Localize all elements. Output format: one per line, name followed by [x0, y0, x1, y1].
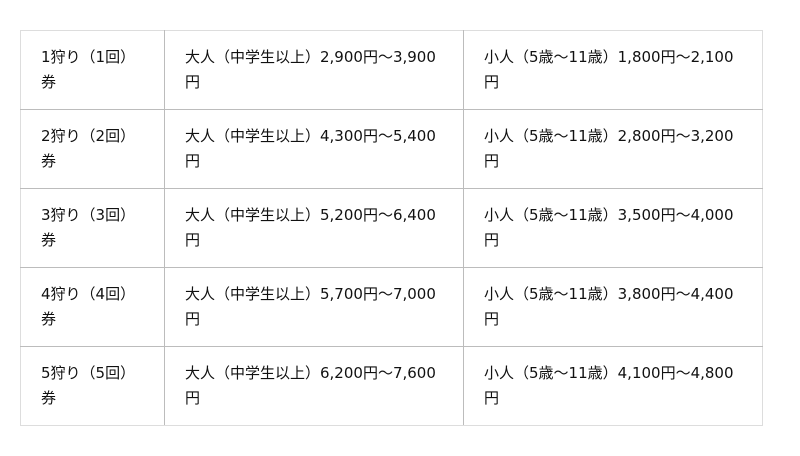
child-price-text: 小人（5歳～11歳）2,800円～3,200円	[484, 127, 734, 170]
adult-price-text: 大人（中学生以上）5,200円～6,400円	[185, 206, 436, 249]
ticket-type-cell: 5狩り（5回）券	[20, 346, 165, 426]
table-row: 2狩り（2回）券 大人（中学生以上）4,300円～5,400円 小人（5歳～11歳）…	[20, 109, 763, 189]
table-row: 1狩り（1回）券 大人（中学生以上）2,900円～3,900円 小人（5歳～11歳）…	[20, 30, 763, 110]
adult-price-cell: 大人（中学生以上）6,200円～7,600円	[164, 346, 464, 426]
child-price-text: 小人（5歳～11歳）1,800円～2,100円	[484, 48, 734, 91]
adult-price-cell: 大人（中学生以上）5,700円～7,000円	[164, 267, 464, 347]
ticket-type-text: 3狩り（3回）券	[41, 206, 136, 249]
child-price-text: 小人（5歳～11歳）3,500円～4,000円	[484, 206, 734, 249]
ticket-type-text: 4狩り（4回）券	[41, 285, 136, 328]
ticket-type-cell: 2狩り（2回）券	[20, 109, 165, 189]
adult-price-text: 大人（中学生以上）6,200円～7,600円	[185, 364, 436, 407]
child-price-cell: 小人（5歳～11歳）4,100円～4,800円	[463, 346, 763, 426]
child-price-cell: 小人（5歳～11歳）1,800円～2,100円	[463, 30, 763, 110]
child-price-cell: 小人（5歳～11歳）3,800円～4,400円	[463, 267, 763, 347]
ticket-type-cell: 1狩り（1回）券	[20, 30, 165, 110]
adult-price-text: 大人（中学生以上）2,900円～3,900円	[185, 48, 436, 91]
table-row: 5狩り（5回）券 大人（中学生以上）6,200円～7,600円 小人（5歳～11歳）…	[20, 346, 763, 426]
table-row: 3狩り（3回）券 大人（中学生以上）5,200円～6,400円 小人（5歳～11歳）…	[20, 188, 763, 268]
adult-price-cell: 大人（中学生以上）5,200円～6,400円	[164, 188, 464, 268]
ticket-type-cell: 3狩り（3回）券	[20, 188, 165, 268]
adult-price-cell: 大人（中学生以上）2,900円～3,900円	[164, 30, 464, 110]
adult-price-text: 大人（中学生以上）5,700円～7,000円	[185, 285, 436, 328]
price-table: 1狩り（1回）券 大人（中学生以上）2,900円～3,900円 小人（5歳～11歳）…	[20, 30, 763, 426]
ticket-type-text: 5狩り（5回）券	[41, 364, 136, 407]
child-price-cell: 小人（5歳～11歳）3,500円～4,000円	[463, 188, 763, 268]
table-row: 4狩り（4回）券 大人（中学生以上）5,700円～7,000円 小人（5歳～11歳）…	[20, 267, 763, 347]
ticket-type-text: 1狩り（1回）券	[41, 48, 136, 91]
ticket-type-cell: 4狩り（4回）券	[20, 267, 165, 347]
child-price-text: 小人（5歳～11歳）3,800円～4,400円	[484, 285, 734, 328]
adult-price-text: 大人（中学生以上）4,300円～5,400円	[185, 127, 436, 170]
price-table-body: 1狩り（1回）券 大人（中学生以上）2,900円～3,900円 小人（5歳～11歳）…	[20, 30, 763, 426]
ticket-type-text: 2狩り（2回）券	[41, 127, 136, 170]
child-price-cell: 小人（5歳～11歳）2,800円～3,200円	[463, 109, 763, 189]
adult-price-cell: 大人（中学生以上）4,300円～5,400円	[164, 109, 464, 189]
child-price-text: 小人（5歳～11歳）4,100円～4,800円	[484, 364, 734, 407]
